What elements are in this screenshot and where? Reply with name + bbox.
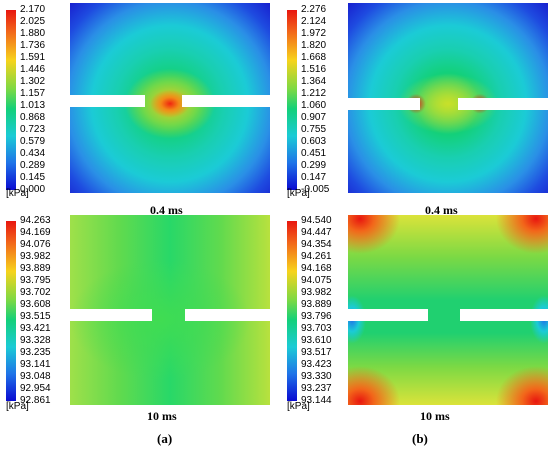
colorbar [287,221,297,401]
colorbar-tick-label: 94.354 [301,239,332,250]
colorbar-tick-label: 94.447 [301,227,332,238]
colorbar-tick-label: 2.170 [20,4,46,15]
unit-label: [kPa] [6,188,29,199]
channel-right [182,95,270,107]
colorbar-tick-label: 1.820 [301,40,327,51]
colorbar-tick-label: 94.263 [20,215,51,226]
unit-label: [kPa] [287,188,310,199]
colorbar-tick-label: 94.168 [301,263,332,274]
colorbar-tick-label: 93.144 [301,395,332,406]
colorbar-tick-label: 93.795 [20,275,51,286]
subfigure-label-b: (b) [412,431,428,446]
colorbar-tick-label: 1.880 [20,28,46,39]
colorbar-tick-label: 93.237 [301,383,332,394]
colorbar-tick-label: 93.889 [301,299,332,310]
time-label: 0.4 ms [425,203,458,217]
colorbar-tick-label: 1.516 [301,64,327,75]
colorbar-tick-label: 0.755 [301,124,327,135]
colorbar-tick-label: 93.610 [301,335,332,346]
colorbar-tick-label: 1.591 [20,52,46,63]
colorbar-tick-label: 93.982 [301,287,332,298]
subfigure-label-a: (a) [157,431,173,446]
colorbar-tick-label: 94.169 [20,227,51,238]
time-label: 10 ms [147,409,177,423]
colorbar-tick-label: 0.299 [301,160,327,171]
colorbar-tick-label: 93.982 [20,251,51,262]
colorbar-tick-label: 1.972 [301,28,327,39]
colorbar-tick-label: 0.579 [20,136,46,147]
panel-a-top: [kPa] 0.4 ms 2.170 2.025 1.880 1.736 1.591 1.… [0,0,275,217]
colorbar-tick-label: 1.060 [301,100,327,111]
colorbar-tick-label: 93.421 [20,323,51,334]
colorbar-tick-label: 93.608 [20,299,51,310]
colorbar-tick-label: 93.796 [301,311,332,322]
colorbar [6,10,16,190]
channel-right [185,309,270,321]
colorbar-tick-label: 93.702 [20,287,51,298]
channel-left [348,98,420,110]
colorbar-tick-label: 1.364 [301,76,327,87]
colorbar-tick-label: 1.157 [20,88,46,99]
panel-b-bottom: [kPa] 10 ms 94.540 94.447 94.354 94.261 94.1… [275,215,550,430]
colorbar-tick-label: 1.446 [20,64,46,75]
colorbar-tick-label: 94.261 [301,251,332,262]
time-label: 10 ms [420,409,450,423]
unit-label: [kPa] [287,401,310,412]
colorbar-tick-label: 93.328 [20,335,51,346]
channel-left [70,95,145,107]
colorbar-tick-label: 0.000 [20,184,46,195]
channel-left [348,309,428,321]
pressure-field [70,3,270,193]
colorbar-tick-label: 93.330 [301,371,332,382]
colorbar-tick-label: 2.025 [20,16,46,27]
colorbar-tick-label: 93.517 [301,347,332,358]
colorbar-tick-label: 0.907 [301,112,327,123]
colorbar-tick-label: 93.141 [20,359,51,370]
panel-a-bottom: [kPa] 10 ms 94.263 94.169 94.076 93.982 93.8… [0,215,275,430]
colorbar-tick-label: 93.048 [20,371,51,382]
panel-b-top: [kPa] 0.4 ms 2.276 2.124 1.972 1.820 1.668 1.… [275,0,550,217]
colorbar-tick-label: 93.703 [301,323,332,334]
colorbar-tick-label: 93.889 [20,263,51,274]
channel-left [70,309,152,321]
colorbar-tick-label: 93.235 [20,347,51,358]
colorbar-tick-label: 1.668 [301,52,327,63]
colorbar-tick-label: 0.723 [20,124,46,135]
colorbar-tick-label: 0.289 [20,160,46,171]
colorbar-tick-label: 94.075 [301,275,332,286]
colorbar-tick-label: 92.861 [20,395,51,406]
colorbar [6,221,16,401]
colorbar-tick-label: 93.423 [301,359,332,370]
colorbar-tick-label: 1.302 [20,76,46,87]
colorbar-tick-label: 0.868 [20,112,46,123]
pressure-field [348,215,548,405]
pressure-field [348,3,548,193]
colorbar-tick-label: 2.124 [301,16,327,27]
channel-right [458,98,548,110]
colorbar-tick-label: 94.076 [20,239,51,250]
colorbar-tick-label: 0.451 [301,148,327,159]
colorbar-tick-label: 1.212 [301,88,327,99]
colorbar-tick-label: 1.013 [20,100,46,111]
colorbar [287,10,297,190]
colorbar-tick-label: 93.515 [20,311,51,322]
colorbar-tick-label: 1.736 [20,40,46,51]
time-label: 0.4 ms [150,203,183,217]
colorbar-tick-label: 0.434 [20,148,46,159]
colorbar-tick-label: 94.540 [301,215,332,226]
colorbar-tick-label: -0.005 [301,184,330,195]
colorbar-tick-label: 0.147 [301,172,327,183]
colorbar-tick-label: 92.954 [20,383,51,394]
unit-label: [kPa] [6,401,29,412]
colorbar-tick-label: 2.276 [301,4,327,15]
pressure-field [70,215,270,405]
colorbar-tick-label: 0.145 [20,172,46,183]
channel-right [460,309,548,321]
colorbar-tick-label: 0.603 [301,136,327,147]
